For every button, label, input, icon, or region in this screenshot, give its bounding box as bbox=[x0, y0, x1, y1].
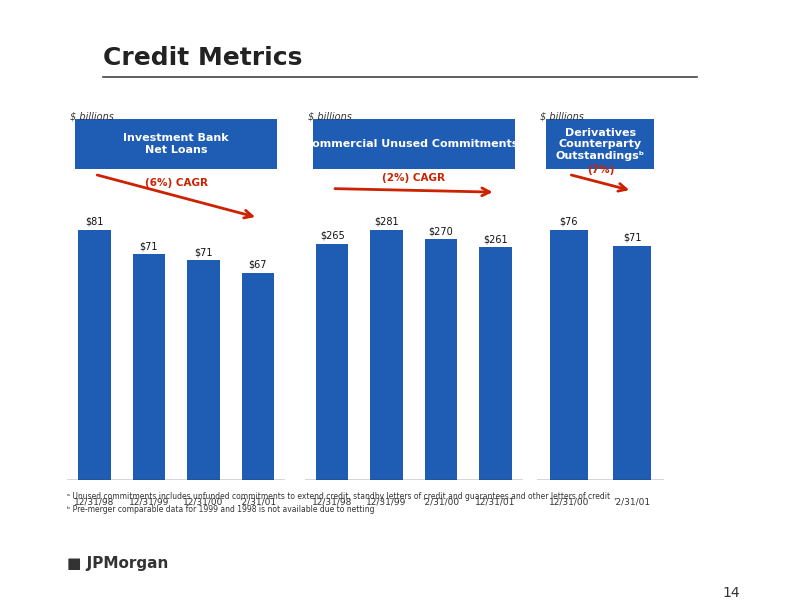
Text: ■ JPMorgan: ■ JPMorgan bbox=[67, 556, 169, 571]
Bar bbox=[187, 261, 220, 480]
Bar bbox=[313, 119, 515, 170]
Text: $81: $81 bbox=[86, 217, 104, 226]
Text: $281: $281 bbox=[375, 217, 399, 226]
Text: $71: $71 bbox=[139, 241, 158, 252]
Text: $261: $261 bbox=[483, 234, 508, 244]
Text: 12/31/98: 12/31/98 bbox=[312, 498, 352, 507]
Text: $ billions: $ billions bbox=[70, 111, 114, 122]
Text: $ billions: $ billions bbox=[540, 111, 584, 122]
Text: Commercial Unused Commitmentsᵃ: Commercial Unused Commitmentsᵃ bbox=[304, 139, 524, 149]
Bar bbox=[242, 273, 274, 480]
Text: '2/31/00: '2/31/00 bbox=[422, 498, 459, 507]
Text: $265: $265 bbox=[320, 231, 345, 241]
Bar bbox=[546, 119, 654, 170]
Text: 12/31/00: 12/31/00 bbox=[183, 498, 223, 507]
Text: $71: $71 bbox=[623, 233, 642, 243]
Text: '2/31/01: '2/31/01 bbox=[239, 498, 276, 507]
Text: Derivatives
Counterparty
Outstandingsᵇ: Derivatives Counterparty Outstandingsᵇ bbox=[556, 127, 645, 161]
Text: 12/31/99: 12/31/99 bbox=[129, 498, 169, 507]
Bar bbox=[613, 246, 651, 480]
Bar bbox=[550, 230, 588, 480]
Bar bbox=[78, 230, 111, 480]
Text: (7%): (7%) bbox=[587, 165, 614, 175]
Bar bbox=[75, 119, 277, 170]
Bar bbox=[425, 239, 458, 480]
Text: 12/31/99: 12/31/99 bbox=[367, 498, 407, 507]
Text: (6%) CAGR: (6%) CAGR bbox=[145, 179, 208, 188]
Text: Investment Bank
Net Loans: Investment Bank Net Loans bbox=[124, 133, 229, 155]
Text: $ billions: $ billions bbox=[307, 111, 352, 122]
Bar bbox=[316, 244, 348, 480]
Text: '2/31/01: '2/31/01 bbox=[614, 498, 650, 507]
Text: ᵃ Unused commitments includes unfunded commitments to extend credit, standby let: ᵃ Unused commitments includes unfunded c… bbox=[67, 492, 611, 501]
Text: $67: $67 bbox=[249, 260, 267, 270]
Text: (2%) CAGR: (2%) CAGR bbox=[383, 173, 445, 183]
Text: 12/31/98: 12/31/98 bbox=[74, 498, 115, 507]
Text: 14: 14 bbox=[723, 586, 741, 600]
Text: ᵇ Pre-merger comparable data for 1999 and 1998 is not available due to netting: ᵇ Pre-merger comparable data for 1999 an… bbox=[67, 506, 375, 514]
Bar bbox=[133, 254, 166, 480]
Text: 12/31/01: 12/31/01 bbox=[475, 498, 516, 507]
Text: $71: $71 bbox=[194, 247, 213, 258]
Bar bbox=[479, 247, 512, 480]
Text: 12/31/00: 12/31/00 bbox=[549, 498, 588, 507]
Bar bbox=[371, 230, 403, 480]
Text: $76: $76 bbox=[559, 217, 578, 226]
Text: $270: $270 bbox=[428, 226, 454, 236]
Text: Credit Metrics: Credit Metrics bbox=[103, 46, 303, 70]
